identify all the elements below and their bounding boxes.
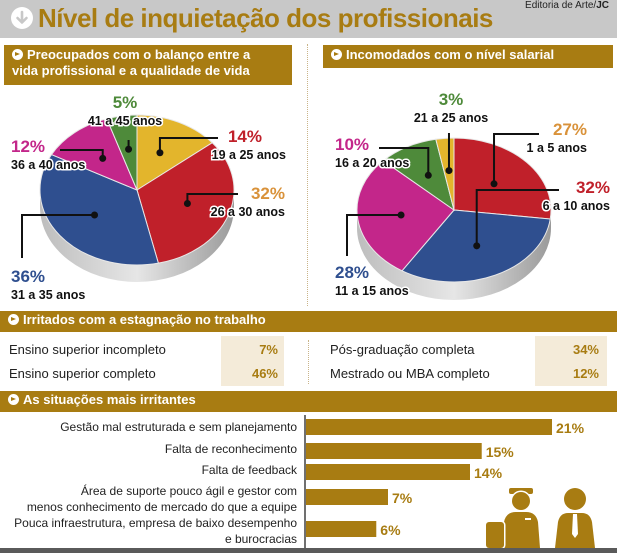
table-row-label: Ensino superior incompleto	[9, 342, 166, 357]
slice-value-label: 10%	[335, 135, 369, 154]
footer-strip	[0, 548, 617, 553]
bar-value-label: 21%	[556, 420, 585, 436]
credit-brand: JC	[596, 0, 609, 11]
section-title-line2: vida profissional e a qualidade de vida	[12, 63, 250, 78]
bar-value-label: 6%	[380, 522, 401, 538]
pie-slice	[356, 160, 455, 272]
leader-dot	[125, 145, 133, 153]
leader-line	[346, 213, 402, 256]
leader-line	[493, 133, 539, 184]
pie-slice	[136, 114, 214, 191]
divider-vertical	[307, 44, 308, 306]
leader-line	[21, 213, 95, 258]
leader-dot	[445, 167, 453, 175]
bar-category-label: Área de suporte pouco ágil e gestor com	[81, 483, 297, 498]
bar-value-label: 14%	[474, 465, 503, 481]
leader-dot	[99, 154, 107, 162]
bar-category-label: Pouca infraestrutura, empresa de baixo d…	[14, 516, 297, 530]
bar-category-label: menos conhecimento de mercado do que a e…	[27, 500, 298, 514]
section-title-line1: Preocupados com o balanço entre a	[12, 47, 284, 63]
leader-dot	[397, 211, 405, 219]
value-box-left	[221, 336, 284, 386]
bar-category-label: e burocracias	[225, 532, 297, 546]
table-row-label: Mestrado ou MBA completo	[330, 366, 490, 381]
bar-value-label: 15%	[486, 444, 515, 460]
leader-dot	[424, 171, 432, 179]
bar	[306, 464, 470, 480]
credit: Editoria de Arte/JC	[525, 0, 609, 11]
bar	[306, 521, 377, 537]
section-header-irritants: As situações mais irritantes	[0, 391, 617, 412]
leader-dot	[183, 199, 191, 207]
value-box-right	[535, 336, 607, 386]
bar	[306, 443, 482, 459]
arrow-right-icon	[8, 314, 19, 325]
slice-category-label: 41 a 45 anos	[88, 114, 162, 128]
divider-vertical	[308, 340, 309, 384]
slice-category-label: 21 a 25 anos	[414, 111, 488, 125]
leader-dot	[473, 242, 481, 250]
page-title: Nível de inquietação dos profissionais	[38, 3, 493, 33]
section-header-salary: Incomodados com o nível salarial	[323, 45, 613, 68]
table-row-label: Ensino superior completo	[9, 366, 156, 381]
leader-line	[475, 189, 559, 246]
table-row-label: Pós-graduação completa	[330, 342, 475, 357]
slice-category-label: 11 a 15 anos	[335, 284, 409, 298]
slice-value-label: 32%	[251, 184, 285, 203]
pie-slice	[453, 137, 552, 220]
bar-category-label: Gestão mal estruturada e sem planejament…	[60, 420, 297, 434]
bar-category-label: Falta de reconhecimento	[165, 442, 297, 456]
slice-value-label: 32%	[576, 178, 610, 197]
slice-category-label: 36 a 40 anos	[11, 158, 85, 172]
two-professionals-icon	[484, 486, 597, 548]
pie-chart-tenure: 27% 1 a 5 anos 32% 6 a 10 anos 28% 11 a 15 an…	[334, 90, 612, 300]
leader-dot	[91, 211, 99, 219]
bar-chart-irritants: 21% Gestão mal estruturada e sem planejam…	[14, 415, 585, 549]
slice-category-label: 1 a 5 anos	[527, 141, 587, 155]
section-title-text: Incomodados com o nível salarial	[346, 47, 555, 62]
slice-value-label: 12%	[11, 137, 45, 156]
pie-side-wall	[40, 190, 234, 282]
slice-value-label: 14%	[228, 127, 262, 146]
slice-value-label: 28%	[335, 263, 369, 282]
table-row-value: 12%	[572, 366, 599, 381]
leader-dot	[156, 149, 164, 157]
leader-line	[379, 147, 430, 176]
arrow-right-icon	[331, 49, 342, 60]
leader-line	[158, 137, 218, 153]
circle-down-arrow-icon	[11, 7, 33, 29]
slice-category-label: 31 a 35 anos	[11, 288, 85, 302]
credit-prefix: Editoria de Arte/	[525, 0, 597, 11]
header: Nível de inquietação dos profissionais E…	[0, 0, 617, 38]
slice-category-label: 19 a 25 anos	[212, 148, 286, 162]
section-title-text: Irritados com a estagnação no trabalho	[23, 312, 266, 327]
section-title-text: Preocupados com o balanço entre a	[27, 47, 251, 62]
slice-category-label: 26 a 30 anos	[211, 205, 285, 219]
arrow-right-icon	[8, 394, 19, 405]
pie-slice	[50, 118, 138, 191]
slice-value-label: 36%	[11, 267, 45, 286]
section-header-stagnation: Irritados com a estagnação no trabalho	[0, 311, 617, 332]
table-row-value: 46%	[251, 366, 278, 381]
bar-category-label: Falta de feedback	[202, 463, 298, 477]
slice-category-label: 6 a 10 anos	[543, 199, 610, 213]
pie-side-wall	[357, 210, 551, 300]
bar	[306, 419, 552, 435]
bar	[306, 489, 388, 505]
table-row-value: 7%	[259, 342, 278, 357]
pie-slice	[39, 153, 160, 266]
slice-value-label: 5%	[113, 93, 138, 112]
slice-value-label: 27%	[553, 120, 587, 139]
table-row-value: 34%	[572, 342, 599, 357]
leader-dot	[490, 180, 498, 188]
bar-value-label: 7%	[392, 490, 413, 506]
slice-category-label: 16 a 20 anos	[335, 156, 409, 170]
section-title-text: As situações mais irritantes	[23, 392, 196, 407]
pie-slice	[106, 114, 138, 191]
slice-value-label: 3%	[439, 90, 464, 109]
pie-chart-age: 14% 19 a 25 anos 32% 26 a 30 anos 36% 31 a 35…	[10, 93, 288, 304]
section-header-balance: Preocupados com o balanço entre a vida p…	[4, 45, 292, 85]
arrow-right-icon	[12, 49, 23, 60]
